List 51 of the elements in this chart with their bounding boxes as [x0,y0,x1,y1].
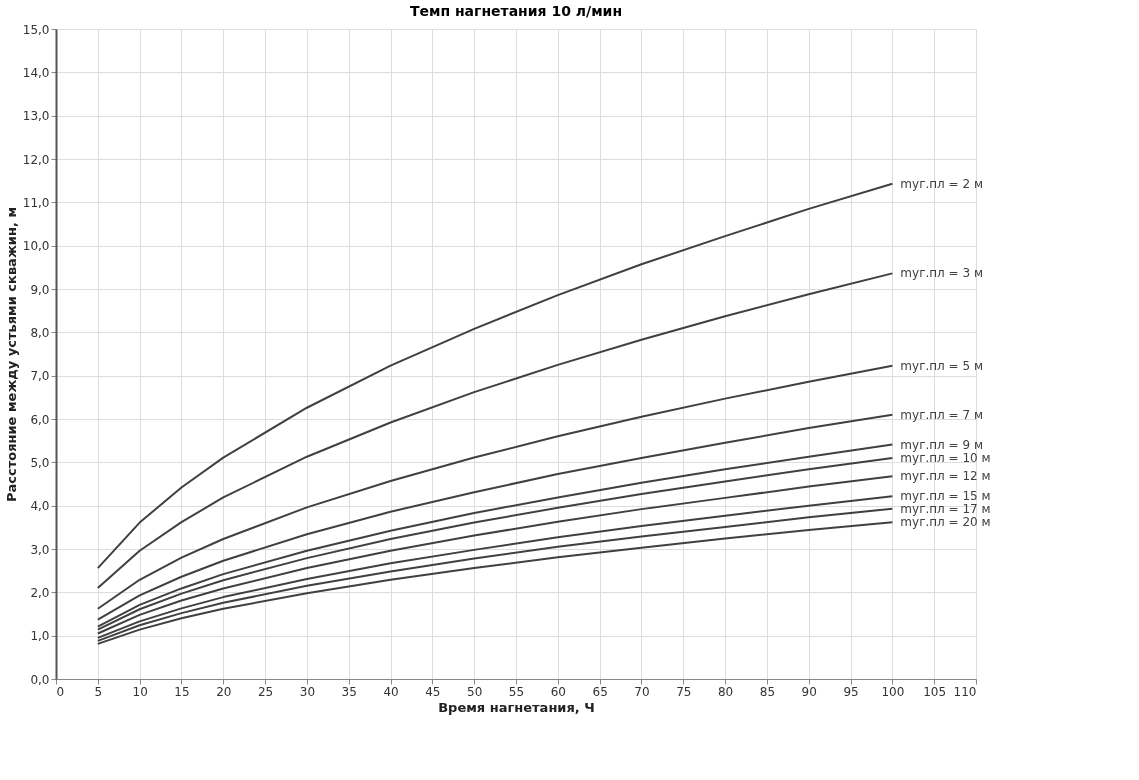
x-tick-label: 0 [56,684,65,699]
x-tick-label: 110 [953,684,977,699]
x-tick-label: 50 [467,684,483,699]
x-tick-label: 80 [717,684,734,699]
y-tick-label: 0,0 [30,672,50,687]
y-tick-label: 6,0 [30,412,50,427]
y-tick-label: 9,0 [30,282,50,297]
y-tick-label: 15,0 [22,22,50,37]
y-tick-label: 3,0 [30,542,50,557]
y-tick-label: 2,0 [30,585,50,600]
y-tick-label: 5,0 [30,455,50,470]
series-label: mуг.пл = 2 м [900,176,983,191]
x-tick-label: 60 [550,684,566,699]
x-tick-label: 75 [676,684,692,699]
series-label: mуг.пл = 3 м [900,266,983,281]
series-label: mуг.пл = 9 м [900,437,983,452]
x-tick-label: 100 [881,684,905,699]
y-tick-label: 14,0 [22,65,50,80]
y-tick-label: 11,0 [22,195,50,210]
y-tick-label: 13,0 [22,109,50,124]
x-tick-label: 35 [341,684,357,699]
x-tick-label: 15 [174,684,190,699]
x-tick-label: 105 [923,684,947,699]
y-axis-title: Расстояние между устьями скважин, м [3,206,19,503]
x-tick-label: 65 [592,684,608,699]
y-tick-label: 8,0 [30,325,50,340]
x-tick-label: 90 [801,684,817,699]
y-tick-label: 7,0 [30,369,50,384]
x-tick-label: 85 [759,684,776,699]
chart-title: Темп нагнетания 10 л/мин [409,3,623,19]
x-tick-label: 70 [634,684,650,699]
y-tick-label: 12,0 [22,152,50,167]
x-tick-label: 40 [383,684,399,699]
x-tick-label: 25 [257,684,274,699]
x-tick-label: 30 [299,684,316,699]
series-label: mуг.пл = 7 м [900,407,983,422]
x-tick-label: 5 [94,684,103,699]
series-label: mуг.пл = 12 м [900,469,991,484]
series-label: mуг.пл = 10 м [900,451,991,465]
y-tick-label: 4,0 [30,499,50,514]
series-label: mуг.пл = 5 м [900,358,983,373]
x-tick-label: 20 [216,684,232,699]
series-label: mуг.пл = 15 м [900,489,991,504]
x-tick-label: 10 [132,684,148,699]
y-tick-label: 1,0 [30,629,50,644]
y-tick-label: 10,0 [22,239,50,254]
series-label: mуг.пл = 20 м [900,515,991,530]
x-axis-title: Время нагнетания, Ч [438,699,595,715]
x-tick-label: 45 [425,684,441,699]
x-tick-label: 55 [508,684,525,699]
x-tick-label: 95 [843,684,859,699]
